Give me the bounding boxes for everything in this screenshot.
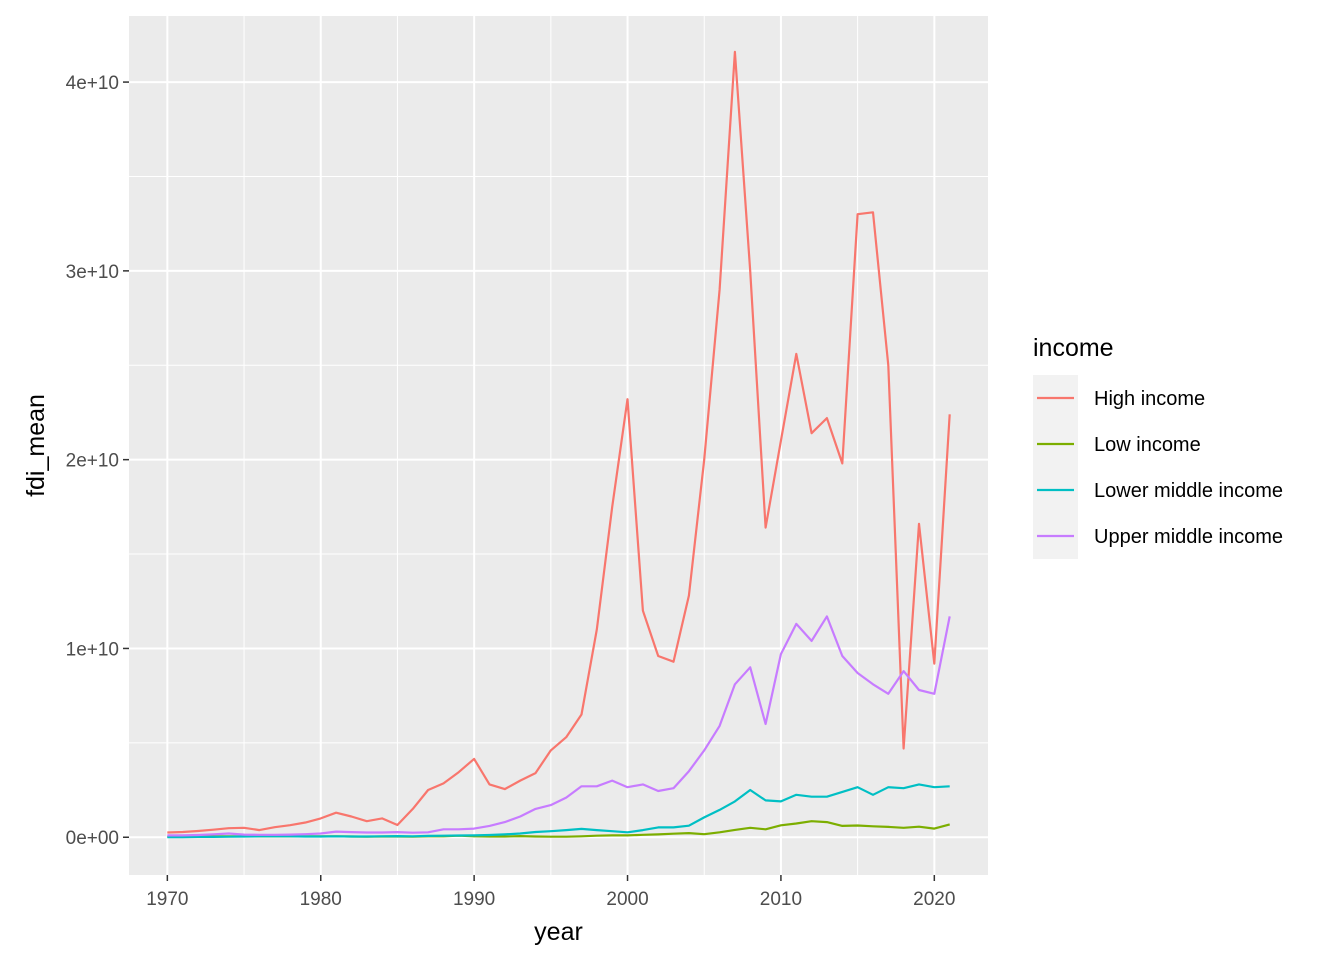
- series-line-upper-middle-income: [167, 615, 951, 837]
- legend: income High income Low income Lower middle…: [1033, 334, 1283, 559]
- x-tick-label: 1980: [300, 889, 342, 910]
- x-axis: 1970 1980 1990 2000 2010 2020: [146, 875, 955, 910]
- legend-label-lower-middle-income: Lower middle income: [1094, 480, 1283, 502]
- y-tick-label: 4e+10: [66, 73, 119, 94]
- x-tick-label: 1970: [146, 889, 188, 910]
- plot-panel: [129, 16, 988, 875]
- y-axis-title: fdi_mean: [22, 394, 50, 497]
- x-tick-label: 2020: [913, 889, 955, 910]
- legend-label-low-income: Low income: [1094, 434, 1201, 456]
- series-line-high-income: [167, 50, 951, 834]
- series-lines: [167, 50, 951, 839]
- y-tick-label: 1e+10: [66, 639, 119, 660]
- x-tick-label: 2010: [760, 889, 802, 910]
- legend-label-high-income: High income: [1094, 388, 1205, 410]
- y-axis: 0e+00 1e+10 2e+10 3e+10 4e+10: [66, 73, 129, 849]
- legend-key-background: [1033, 375, 1078, 559]
- y-tick-label: 3e+10: [66, 262, 119, 283]
- x-axis-title: year: [534, 918, 583, 946]
- x-tick-label: 2000: [606, 889, 648, 910]
- legend-title: income: [1033, 334, 1114, 362]
- y-tick-label: 2e+10: [66, 451, 119, 472]
- x-tick-label: 1990: [453, 889, 495, 910]
- series-line-lower-middle-income: [167, 783, 950, 839]
- y-tick-label: 0e+00: [66, 828, 119, 849]
- legend-label-upper-middle-income: Upper middle income: [1094, 526, 1283, 548]
